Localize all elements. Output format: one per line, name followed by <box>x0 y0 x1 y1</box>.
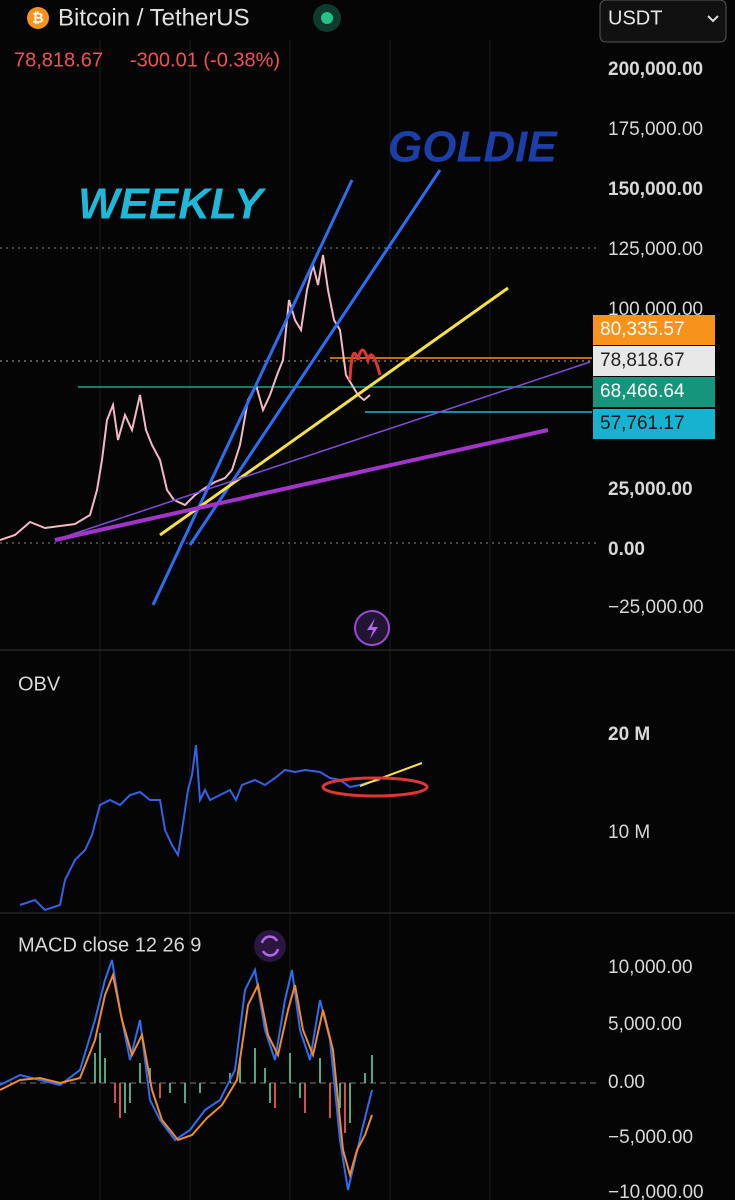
quote-currency[interactable]: USDT <box>608 7 662 29</box>
symbol: Bitcoin / TetherUS <box>58 4 250 31</box>
axis-label: 5,000.00 <box>608 1014 682 1035</box>
axis-label: −5,000.00 <box>608 1127 693 1148</box>
axis-label: 125,000.00 <box>608 239 703 260</box>
price-tag: 57,761.17 <box>600 413 685 434</box>
annotation: GOLDIE <box>388 123 558 172</box>
axis-label: 10 M <box>608 822 650 843</box>
axis-label: 20 M <box>608 724 650 745</box>
axis-label: −25,000.00 <box>608 597 704 618</box>
axis-label: 10,000.00 <box>608 957 693 978</box>
axis-label: 25,000.00 <box>608 479 693 500</box>
axis-label: 175,000.00 <box>608 119 703 140</box>
currency-dropdown[interactable] <box>599 0 727 43</box>
price-tag: 80,335.57 <box>600 319 685 340</box>
axis-label: 0.00 <box>608 539 645 560</box>
panel-title: MACD close 12 26 9 <box>18 934 201 956</box>
axis-label: 0.00 <box>608 1072 645 1093</box>
last-price: 78,818.67 <box>14 49 103 71</box>
axis-label: 100,000.00 <box>608 299 703 320</box>
refresh-button[interactable] <box>254 930 286 962</box>
axis-label: 200,000.00 <box>608 59 703 80</box>
annotation: WEEKLY <box>78 180 267 229</box>
price-change: -300.01 (-0.38%) <box>130 49 280 71</box>
axis-label: −10,000.00 <box>608 1182 704 1200</box>
price-tag: 78,818.67 <box>600 350 685 371</box>
svg-text:₿: ₿ <box>32 10 43 26</box>
price-tag: 68,466.64 <box>600 381 685 402</box>
axis-label: 150,000.00 <box>608 179 703 200</box>
panel-title: OBV <box>18 673 61 695</box>
